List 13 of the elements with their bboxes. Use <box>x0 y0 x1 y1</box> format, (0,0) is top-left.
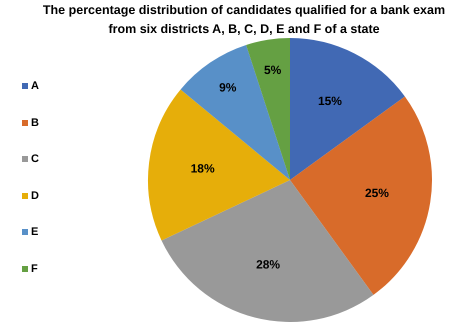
data-label: 15% <box>318 94 342 108</box>
legend-label: B <box>31 116 39 128</box>
chart-title: The percentage distribution of candidates qualified for a bank exam from six districts A, B, C, D, E and F of a state <box>42 2 446 38</box>
legend-label: E <box>31 226 38 238</box>
data-label: 25% <box>364 186 390 200</box>
legend-label: C <box>31 153 39 165</box>
legend-label: F <box>31 262 38 274</box>
legend-label: A <box>31 80 39 92</box>
data-label: 18% <box>190 161 215 176</box>
data-label: 5% <box>264 62 282 77</box>
data-label: 9% <box>219 80 237 95</box>
legend-label: D <box>31 190 39 202</box>
data-label: 28% <box>256 258 280 272</box>
